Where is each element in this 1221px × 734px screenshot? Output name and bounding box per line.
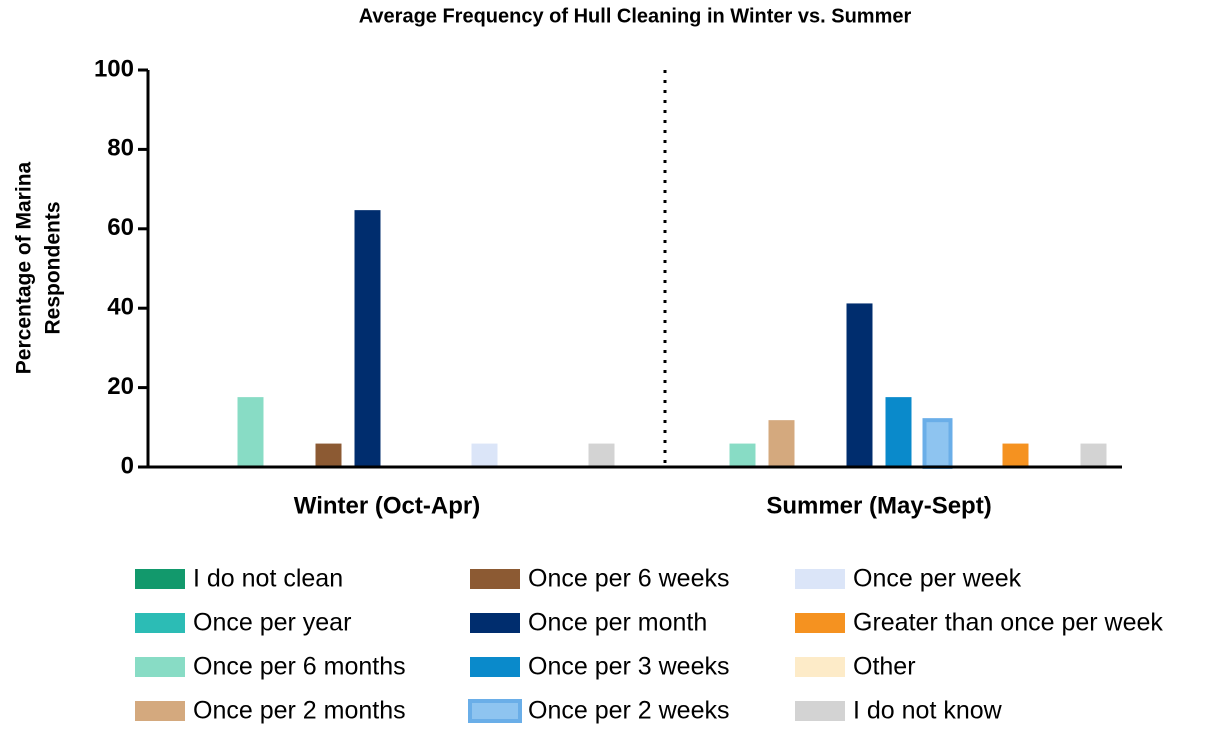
x-tick-label: Winter (Oct-Apr) bbox=[294, 492, 480, 519]
legend-swatch bbox=[795, 701, 845, 721]
legend-swatch bbox=[795, 569, 845, 589]
legend-swatch bbox=[135, 569, 185, 589]
y-tick-label: 100 bbox=[94, 55, 134, 82]
y-tick-label: 0 bbox=[121, 452, 134, 479]
legend-label: Other bbox=[853, 653, 916, 681]
legend-label: Once per 6 months bbox=[193, 653, 406, 681]
y-axis-label: Percentage of Marina bbox=[13, 161, 36, 374]
legend-label: Once per year bbox=[193, 609, 351, 637]
bar bbox=[354, 210, 381, 468]
legend-label: Once per 2 months bbox=[193, 697, 406, 725]
bar bbox=[922, 418, 953, 469]
legend-label: Once per week bbox=[853, 565, 1022, 593]
legend-label: I do not clean bbox=[193, 565, 343, 593]
y-tick-label: 80 bbox=[107, 135, 134, 162]
legend-label: Once per 3 weeks bbox=[528, 653, 730, 681]
bar bbox=[846, 303, 873, 467]
legend-swatch bbox=[470, 657, 520, 677]
legend-label: Greater than once per week bbox=[853, 609, 1163, 637]
bar bbox=[237, 397, 264, 467]
bar bbox=[729, 443, 756, 467]
legend-label: Once per 2 weeks bbox=[528, 697, 730, 725]
bar bbox=[471, 443, 498, 467]
bar bbox=[315, 443, 342, 467]
y-tick-label: 40 bbox=[107, 294, 134, 321]
bar bbox=[1080, 443, 1107, 467]
bar bbox=[588, 443, 615, 467]
legend-label: Once per month bbox=[528, 609, 707, 637]
bar bbox=[885, 397, 912, 467]
legend-swatch bbox=[135, 701, 185, 721]
bar bbox=[1002, 443, 1029, 467]
legend-swatch bbox=[470, 613, 520, 633]
y-tick-label: 20 bbox=[107, 373, 134, 400]
y-tick-label: 60 bbox=[107, 214, 134, 241]
bar bbox=[768, 420, 795, 467]
legend-swatch bbox=[795, 657, 845, 677]
legend-swatch bbox=[795, 613, 845, 633]
legend-swatch bbox=[135, 613, 185, 633]
legend-swatch bbox=[468, 699, 522, 723]
x-tick-label: Summer (May-Sept) bbox=[766, 492, 991, 519]
legend-swatch bbox=[470, 569, 520, 589]
y-axis-label: Respondents bbox=[42, 201, 65, 334]
legend-label: I do not know bbox=[853, 697, 1003, 725]
chart-title: Average Frequency of Hull Cleaning in Wi… bbox=[359, 5, 912, 27]
legend-swatch bbox=[135, 657, 185, 677]
legend-label: Once per 6 weeks bbox=[528, 565, 730, 593]
